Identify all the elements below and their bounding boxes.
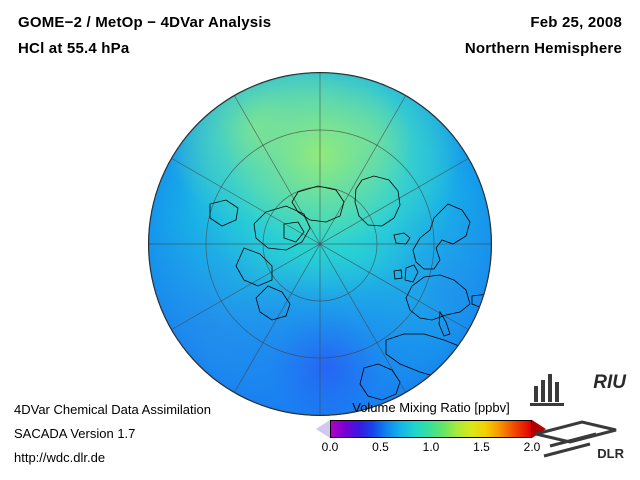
- globe-field: [148, 72, 492, 416]
- page-subtitle: HCl at 55.4 hPa: [18, 40, 130, 57]
- footer-url: http://wdc.dlr.de: [14, 450, 106, 465]
- colorbar-tick-3: 1.5: [473, 440, 490, 454]
- colorbar-tick-2: 1.0: [422, 440, 440, 454]
- colorbar-gradient: [330, 420, 532, 438]
- dlr-logo-text: DLR: [597, 446, 624, 461]
- colorbar-tick-labels: 0.0 0.5 1.0 1.5 2.0: [316, 440, 546, 456]
- colorbar-title: Volume Mixing Ratio [ppbv]: [352, 400, 510, 415]
- colorbar-tick-4: 2.0: [523, 440, 541, 454]
- globe-outline: [148, 72, 492, 416]
- date-label: Feb 25, 2008: [530, 14, 622, 31]
- globe-map: [148, 72, 492, 416]
- colorbar-tick-1: 0.5: [372, 440, 389, 454]
- riu-dlr-logo-icon: [530, 374, 617, 458]
- colorbar-tick-0: 0.0: [321, 440, 339, 454]
- footer-line-2: SACADA Version 1.7: [14, 426, 136, 441]
- riu-logo-text: RIU: [593, 372, 626, 393]
- colorbar-under-arrow: [316, 420, 330, 438]
- footer-line-1: 4DVar Chemical Data Assimilation: [14, 402, 211, 417]
- colorbar: [316, 420, 546, 438]
- page-title: GOME−2 / MetOp − 4DVar Analysis: [18, 14, 272, 31]
- hemisphere-label: Northern Hemisphere: [464, 40, 622, 57]
